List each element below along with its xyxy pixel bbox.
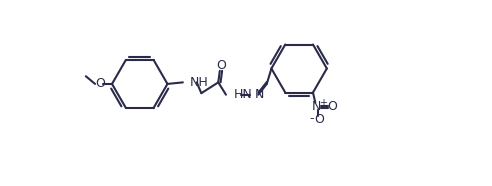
Text: -: -: [309, 112, 314, 125]
Text: O: O: [327, 100, 337, 113]
Text: NH: NH: [190, 76, 209, 89]
Text: O: O: [216, 59, 226, 72]
Text: O: O: [95, 77, 105, 90]
Text: N: N: [312, 100, 321, 113]
Text: HN: HN: [234, 88, 252, 101]
Text: N: N: [255, 88, 265, 101]
Text: +: +: [319, 97, 327, 108]
Text: O: O: [314, 113, 324, 126]
